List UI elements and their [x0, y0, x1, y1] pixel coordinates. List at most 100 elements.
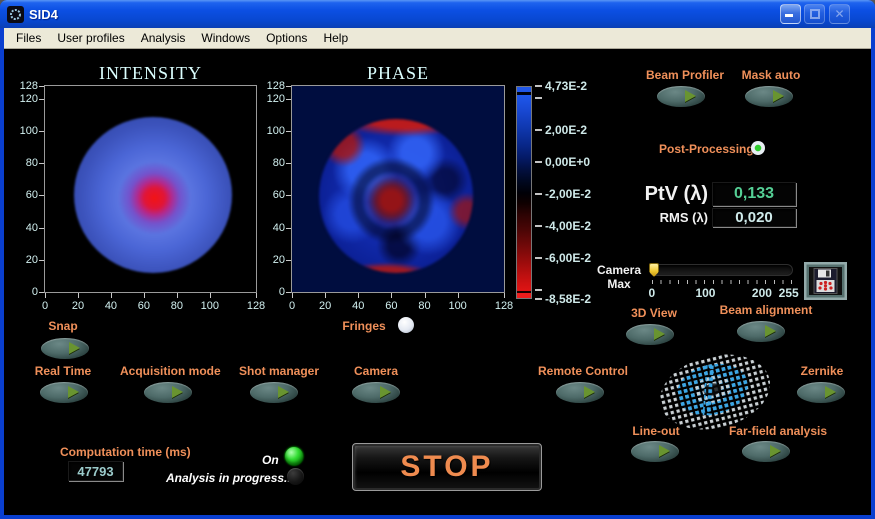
y-axis-tick-label: 0	[278, 286, 285, 298]
window-title: SID4	[29, 6, 58, 22]
save-settings-button[interactable]	[804, 262, 847, 300]
arrow-icon	[380, 386, 391, 398]
colorbar-tick	[535, 160, 542, 163]
close-button[interactable]: ✕	[829, 4, 850, 24]
colorbar-minor-tick	[535, 288, 542, 291]
colorbar-scale: 4,73E-2 2,00E-2 0,00E+0 -2,00E-2 -4,00E-2 -6,…	[535, 79, 603, 306]
y-axis-tick-label: 20	[25, 253, 38, 266]
slider-thumb[interactable]	[649, 263, 659, 277]
far-field-analysis-button[interactable]	[742, 441, 790, 462]
intensity-plot-title: INTENSITY	[99, 63, 202, 83]
computation-time-value: 47793	[77, 463, 114, 479]
y-axis-tick	[286, 259, 291, 261]
arrow-icon	[584, 386, 595, 398]
x-axis-tick-label: 20	[71, 300, 85, 312]
post-processing-label: Post-Processing	[659, 142, 754, 156]
slider-tick-label: 255	[778, 286, 799, 300]
colorbar-tick	[535, 298, 542, 300]
x-axis-tick	[209, 293, 211, 298]
rms-label: RMS (λ)	[659, 210, 708, 225]
phase-plot-title: PHASE	[366, 63, 429, 83]
y-axis-tick-label: 60	[272, 189, 285, 202]
y-axis-tick	[39, 86, 44, 87]
y-axis-tick-label: 40	[272, 221, 285, 234]
snap-button[interactable]	[41, 338, 89, 359]
slider-tick-label: 0	[648, 286, 656, 300]
shot-manager-button[interactable]	[250, 382, 298, 403]
arrow-icon	[654, 328, 665, 340]
menubar: Files User profiles Analysis Windows Opt…	[4, 28, 871, 49]
x-axis-tick-label: 128	[494, 300, 514, 312]
menu-options[interactable]: Options	[266, 31, 308, 45]
menu-windows[interactable]: Windows	[201, 31, 251, 45]
mask-auto-button[interactable]	[745, 86, 793, 107]
fringes-label: Fringes	[342, 319, 386, 333]
remote-control-button[interactable]	[556, 382, 604, 403]
slider-ticks	[652, 280, 792, 284]
colorbar-tick-label: 0,00E+0	[545, 154, 591, 169]
minimize-button[interactable]	[780, 4, 801, 24]
analysis-in-progress-label: Analysis in progress...	[166, 471, 295, 485]
line-out-label: Line-out	[632, 424, 680, 438]
zernike-label: Zernike	[800, 364, 844, 378]
y-axis-tick	[286, 98, 291, 100]
slider-scale: 0 100 200 255	[648, 286, 799, 300]
arrow-icon	[69, 342, 80, 354]
x-axis-tick-label: 0	[41, 300, 49, 312]
x-axis-tick-label: 100	[200, 300, 220, 312]
menu-help[interactable]: Help	[323, 31, 349, 45]
far-field-analysis-label: Far-field analysis	[728, 424, 828, 438]
acquisition-mode-button[interactable]	[144, 382, 192, 403]
x-axis-tick	[45, 293, 46, 298]
y-axis-tick	[286, 131, 291, 133]
menu-files[interactable]: Files	[16, 31, 42, 45]
y-axis-tick-label: 100	[266, 125, 285, 138]
arrow-icon	[68, 386, 79, 398]
stop-button-label: STOP	[400, 450, 494, 483]
analysis-in-progress-led	[287, 468, 304, 485]
3d-view-button[interactable]	[626, 324, 674, 345]
colorbar-tick-label: -2,00E-2	[545, 186, 592, 201]
menu-user-profiles[interactable]: User profiles	[57, 31, 125, 45]
colorbar-gradient	[517, 95, 531, 291]
real-time-button[interactable]	[40, 382, 88, 403]
y-axis-tick	[286, 163, 291, 165]
colorbar-tick	[535, 256, 542, 259]
arrow-icon	[172, 386, 183, 398]
x-axis-tick	[424, 293, 426, 298]
stop-button[interactable]: STOP	[352, 443, 542, 491]
mask-auto-label: Mask auto	[741, 68, 801, 82]
on-led	[285, 447, 303, 465]
titlebar[interactable]: SID4 ✕	[0, 0, 875, 28]
client-area: INTENSITY 0 20 40 60 80 100 128 0 20 40 60 80 100 120…	[4, 49, 871, 515]
x-axis-tick-label: 80	[170, 300, 183, 312]
fringes-led[interactable]	[398, 317, 414, 333]
ptv-value: 0,133	[733, 185, 775, 202]
computation-time-label: Computation time (ms)	[60, 445, 191, 459]
maximize-button[interactable]	[804, 4, 825, 24]
arrow-icon	[685, 90, 696, 102]
x-axis-tick	[77, 293, 79, 298]
x-axis-tick	[292, 293, 293, 298]
slider-tick-label: 100	[695, 286, 716, 300]
post-processing-led[interactable]	[751, 141, 765, 155]
beam-profiler-button[interactable]	[657, 86, 705, 107]
menu-analysis[interactable]: Analysis	[140, 31, 186, 45]
shot-manager-label: Shot manager	[238, 364, 319, 378]
camera-button[interactable]	[352, 382, 400, 403]
colorbar-tick-label: 4,73E-2	[545, 79, 588, 93]
zernike-button[interactable]	[797, 382, 845, 403]
floppy-disk-icon	[804, 262, 847, 300]
real-time-label: Real Time	[34, 364, 92, 378]
colorbar-tick-label: -6,00E-2	[545, 250, 592, 265]
x-axis-tick-label: 60	[385, 300, 398, 312]
camera-max-slider[interactable]	[649, 263, 793, 277]
acquisition-mode-label: Acquisition mode	[120, 364, 221, 378]
beam-alignment-button[interactable]	[737, 321, 785, 342]
colorbar-tick	[535, 192, 542, 195]
app-icon	[7, 5, 24, 23]
line-out-button[interactable]	[631, 441, 679, 462]
colorbar-tick	[535, 128, 542, 131]
arrow-icon	[278, 386, 289, 398]
3d-view-label: 3D View	[631, 306, 677, 320]
